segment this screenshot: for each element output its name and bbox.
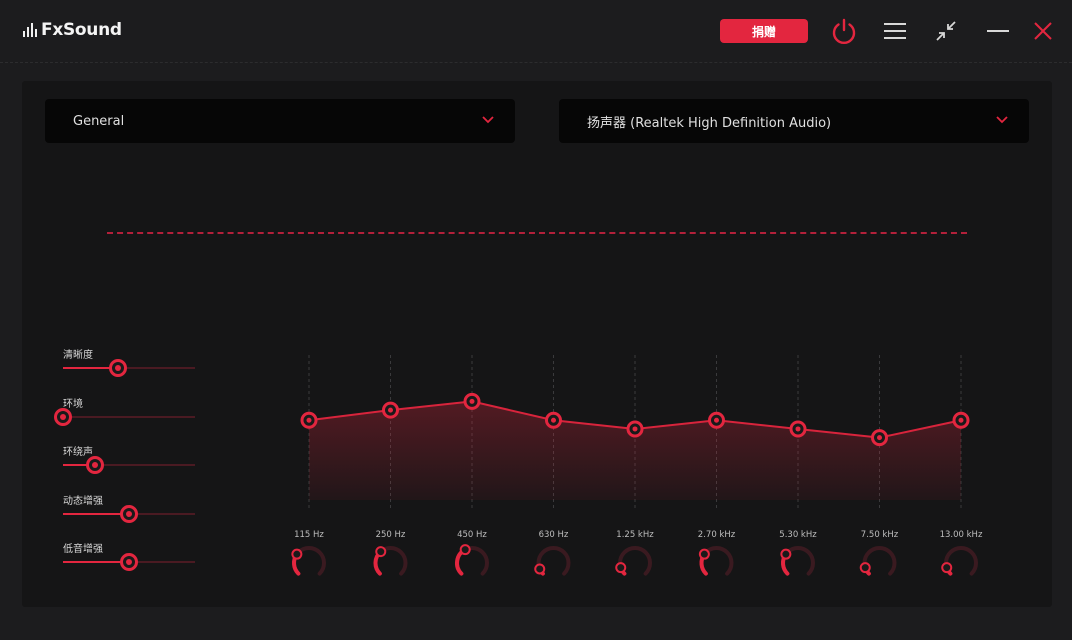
effect-slider[interactable] <box>63 553 195 571</box>
app-logo: FxSound <box>23 20 122 40</box>
donate-button[interactable]: 捐赠 <box>720 19 808 43</box>
effect-slider-thumb[interactable] <box>108 359 127 377</box>
hamburger-menu-icon[interactable] <box>879 15 911 47</box>
effect-slider-thumb[interactable] <box>120 504 138 523</box>
effect-slider[interactable] <box>63 359 195 377</box>
minimize-icon[interactable] <box>982 15 1014 47</box>
close-icon[interactable] <box>1027 15 1059 47</box>
effect-slider[interactable] <box>63 456 195 474</box>
app-name: FxSound <box>41 20 122 40</box>
output-device-selected: 扬声器 (Realtek High Definition Audio) <box>587 115 832 131</box>
effect-slider-fill <box>63 512 129 515</box>
effect-label: 环境 <box>63 398 83 410</box>
effect-slider-thumb[interactable] <box>85 456 104 474</box>
title-bar: FxSound 捐赠 <box>0 0 1072 62</box>
effect-label: 清晰度 <box>63 350 93 361</box>
chevron-down-icon <box>481 113 495 131</box>
power-icon[interactable] <box>828 15 860 47</box>
output-device-dropdown[interactable]: 扬声器 (Realtek High Definition Audio) <box>559 99 1029 143</box>
effect-slider[interactable] <box>63 504 195 523</box>
equalizer-bars-icon <box>23 23 37 37</box>
effect-label: 动态增强 <box>63 495 103 507</box>
effect-label: 环绕声 <box>63 447 93 458</box>
main-panel <box>22 81 1052 607</box>
effect-slider-thumb[interactable] <box>120 553 138 571</box>
title-divider <box>0 62 1072 63</box>
preset-selected: General <box>73 113 125 129</box>
effect-label: 低音增强 <box>63 544 103 555</box>
effect-slider-fill <box>63 464 90 466</box>
compact-view-icon[interactable] <box>930 15 962 47</box>
effect-slider[interactable] <box>54 407 195 426</box>
chevron-down-icon <box>995 113 1009 131</box>
visualizer-line <box>107 232 967 234</box>
effect-slider-fill <box>63 367 116 369</box>
effect-slider-thumb[interactable] <box>54 407 72 426</box>
preset-dropdown[interactable]: General <box>45 99 515 143</box>
effect-slider-fill <box>63 561 129 563</box>
